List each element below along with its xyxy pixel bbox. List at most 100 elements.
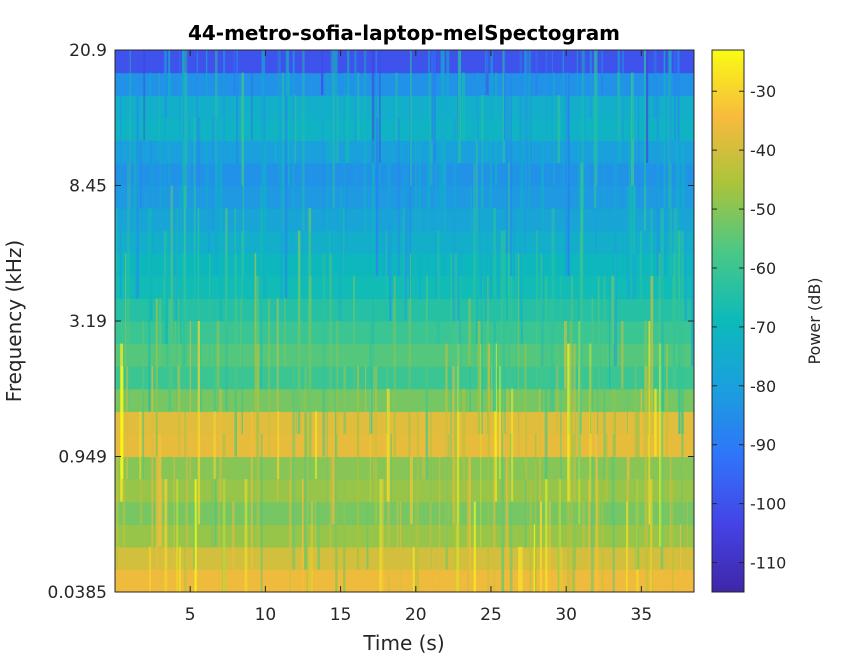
spectral-streak: [585, 140, 589, 209]
spectral-streak: [658, 253, 661, 367]
spectral-streak: [644, 366, 648, 570]
spectral-streak: [501, 479, 505, 592]
spectral-streak: [571, 275, 573, 344]
spectral-streak: [660, 411, 664, 570]
spectral-streak: [122, 479, 126, 547]
spectral-streak: [665, 72, 667, 231]
spectral-streak: [373, 366, 375, 480]
spectral-streak: [621, 321, 624, 389]
spectral-streak: [567, 72, 570, 276]
spectral-streak: [292, 95, 295, 254]
spectral-streak: [375, 50, 377, 141]
spectral-streak: [626, 185, 630, 299]
spectral-streak: [410, 50, 412, 186]
spectral-streak: [455, 524, 460, 592]
spectral-streak: [234, 208, 236, 321]
spectral-streak: [677, 50, 680, 141]
spectral-streak: [459, 275, 462, 389]
spectral-streak: [540, 253, 543, 412]
frequency-band: [115, 433, 694, 458]
spectral-streak: [542, 95, 545, 254]
spectral-streak: [686, 501, 689, 570]
spectral-streak: [366, 501, 369, 570]
spectral-streak: [577, 275, 581, 480]
spectral-streak: [614, 253, 616, 457]
spectral-streak: [205, 50, 208, 209]
spectral-streak: [293, 50, 295, 118]
spectral-streak: [475, 140, 478, 299]
spectral-streak: [529, 479, 532, 592]
spectral-streak: [179, 50, 181, 254]
spectral-streak: [507, 95, 511, 254]
spectral-streak: [409, 456, 413, 525]
spectral-streak: [214, 479, 217, 547]
colorbar-tick-label: -40: [750, 141, 776, 160]
spectral-streak: [308, 230, 311, 299]
spectral-streak: [583, 50, 586, 209]
spectral-streak: [209, 253, 211, 367]
spectral-streak: [570, 479, 573, 592]
spectral-streak: [126, 298, 131, 412]
spectral-streak: [308, 275, 312, 480]
spectral-streak: [422, 411, 426, 480]
spectral-streak: [612, 433, 615, 592]
spectral-streak: [582, 501, 585, 570]
chart-title: 44-metro-sofia-laptop-melSpectogram: [188, 21, 620, 45]
spectral-streak: [179, 546, 181, 592]
spectral-streak: [326, 72, 329, 276]
spectral-streak: [650, 479, 652, 592]
spectral-streak: [626, 501, 628, 592]
spectral-streak: [555, 366, 559, 434]
spectral-streak: [538, 388, 541, 502]
spectral-streak: [505, 456, 509, 570]
spectral-streak: [626, 366, 629, 434]
spectral-streak: [213, 411, 216, 480]
spectral-streak: [647, 366, 650, 434]
spectral-streak: [466, 479, 469, 592]
spectral-streak: [308, 546, 312, 592]
spectral-streak: [650, 479, 653, 592]
spectral-streak: [393, 95, 395, 163]
spectral-streak: [510, 72, 512, 276]
spectral-streak: [263, 50, 266, 141]
spectral-streak: [487, 456, 490, 592]
spectral-streak: [314, 501, 316, 592]
spectral-streak: [461, 72, 465, 141]
spectral-streak: [426, 162, 429, 321]
frequency-band: [115, 321, 694, 345]
spectral-streak: [365, 366, 367, 434]
spectral-streak: [493, 479, 495, 592]
spectral-streak: [148, 72, 152, 141]
colorbar-tick-label: -50: [750, 200, 776, 219]
spectral-streak: [231, 501, 235, 570]
spectral-streak: [148, 546, 152, 592]
spectral-streak: [438, 140, 441, 254]
spectral-streak: [215, 117, 219, 231]
spectral-streak: [650, 275, 654, 434]
spectral-streak: [158, 72, 160, 141]
spectral-streak: [544, 479, 548, 592]
spectral-streak: [392, 298, 394, 367]
spectral-streak: [491, 366, 493, 434]
spectral-streak: [602, 162, 605, 231]
spectral-streak: [164, 50, 166, 231]
spectral-streak: [684, 162, 687, 321]
colorbar-tick-label: -30: [750, 82, 776, 101]
spectral-streak: [503, 321, 507, 434]
spectral-streak: [335, 433, 338, 592]
spectral-streak: [295, 321, 298, 434]
spectral-streak: [159, 95, 162, 209]
spectral-streak: [579, 366, 582, 434]
spectral-streak: [551, 208, 555, 412]
spectral-streak: [381, 479, 384, 592]
spectral-streak: [476, 230, 478, 344]
spectral-streak: [501, 230, 503, 434]
spectral-streak: [207, 140, 210, 254]
spectral-streak: [613, 388, 616, 457]
spectral-streak: [282, 140, 286, 254]
spectral-streak: [640, 388, 643, 457]
spectral-streak: [404, 140, 407, 299]
spectral-streak: [260, 433, 263, 592]
spectral-streak: [357, 72, 360, 141]
spectral-streak: [276, 298, 279, 502]
